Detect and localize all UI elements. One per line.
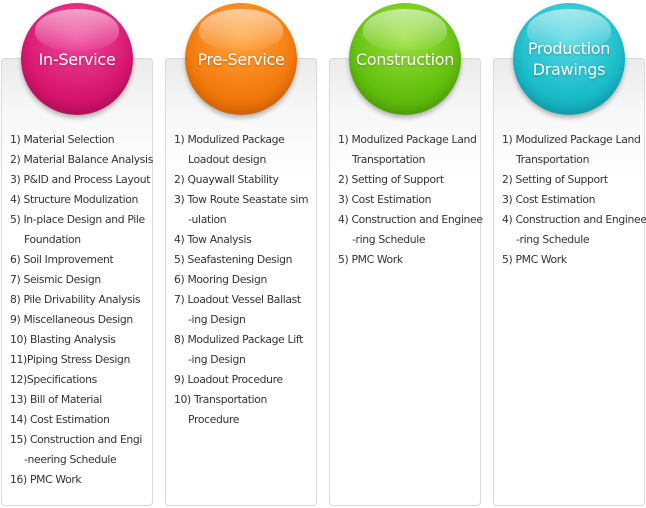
list-item-continuation: Transportation [516, 153, 590, 166]
column-in-service: In-Service 1) Material Selection 2) Mate… [1, 0, 155, 508]
list-item: 2) Setting of Support [338, 173, 444, 186]
list-item: 5) PMC Work [338, 253, 403, 266]
column-panel [329, 58, 481, 506]
list-item: 1) Modulized Package [174, 133, 285, 146]
list-item: 8) Modulized Package Lift [174, 333, 304, 346]
service-list: 1) Modulized Package Land Transportation… [502, 130, 646, 270]
list-item-continuation: Procedure [188, 413, 240, 426]
list-item: 2) Quaywall Stability [174, 173, 279, 186]
list-item: 12)Specifications [10, 373, 97, 386]
list-item: 15) Construction and Engi [10, 433, 143, 446]
list-item: 4) Structure Modulization [10, 193, 139, 206]
list-item: 4) Construction and Enginee [502, 213, 646, 226]
column-construction: Construction 1) Modulized Package Land T… [329, 0, 483, 508]
list-item: 3) Cost Estimation [502, 193, 596, 206]
list-item: 5) PMC Work [502, 253, 567, 266]
column-title: Pre-Service [197, 49, 285, 69]
list-item: 8) Pile Drivability Analysis [10, 293, 141, 306]
list-item: 16) PMC Work [10, 473, 82, 486]
column-title: Production Drawings [527, 39, 611, 79]
column-pre-service: Pre-Service 1) Modulized Package Loadout… [165, 0, 319, 508]
list-item: 1) Modulized Package Land [338, 133, 477, 146]
list-item: 3) Cost Estimation [338, 193, 432, 206]
list-item: 4) Tow Analysis [174, 233, 252, 246]
list-item: 5) In-place Design and Pile [10, 213, 145, 226]
list-item-continuation: -neering Schedule [24, 453, 117, 466]
construction-badge: Construction [349, 3, 461, 115]
list-item: 5) Seafastening Design [174, 253, 293, 266]
column-title: In-Service [38, 49, 116, 69]
list-item: 10) Blasting Analysis [10, 333, 116, 346]
list-item: 9) Loadout Procedure [174, 373, 283, 386]
column-panel [165, 58, 317, 506]
list-item: 2) Material Balance Analysis [10, 153, 153, 166]
list-item: 11)Piping Stress Design [10, 353, 131, 366]
list-item: 10) Transportation [174, 393, 268, 406]
list-item-continuation: Foundation [24, 233, 81, 246]
production-drawings-badge: Production Drawings [513, 3, 625, 115]
list-item-continuation: -ring Schedule [352, 233, 426, 246]
in-service-badge: In-Service [21, 3, 133, 115]
pre-service-badge: Pre-Service [185, 3, 297, 115]
list-item-continuation: -ing Design [188, 313, 246, 326]
list-item: 6) Mooring Design [174, 273, 267, 286]
service-list: 1) Modulized Package Loadout design 2) Q… [174, 130, 319, 430]
column-panel [1, 58, 153, 506]
list-item: 4) Construction and Enginee [338, 213, 483, 226]
list-item: 7) Seismic Design [10, 273, 101, 286]
list-item: 7) Loadout Vessel Ballast [174, 293, 301, 306]
service-list: 1) Material Selection 2) Material Balanc… [10, 130, 155, 490]
list-item-continuation: -ulation [188, 213, 227, 226]
list-item: 1) Modulized Package Land [502, 133, 641, 146]
column-panel [493, 58, 645, 506]
list-item: 1) Material Selection [10, 133, 115, 146]
list-item: 13) Bill of Material [10, 393, 102, 406]
list-item: 14) Cost Estimation [10, 413, 110, 426]
column-production-drawings: Production Drawings 1) Modulized Package… [493, 0, 646, 508]
list-item: 9) Miscellaneous Design [10, 313, 133, 326]
list-item: 3) Tow Route Seastate sim [174, 193, 309, 206]
column-title: Construction [355, 49, 455, 69]
service-list: 1) Modulized Package Land Transportation… [338, 130, 483, 270]
list-item-continuation: -ring Schedule [516, 233, 590, 246]
list-item-continuation: Transportation [352, 153, 426, 166]
list-item-continuation: Loadout design [188, 153, 266, 166]
list-item: 2) Setting of Support [502, 173, 608, 186]
list-item: 3) P&ID and Process Layout [10, 173, 151, 186]
list-item-continuation: -ing Design [188, 353, 246, 366]
list-item: 6) Soil Improvement [10, 253, 114, 266]
